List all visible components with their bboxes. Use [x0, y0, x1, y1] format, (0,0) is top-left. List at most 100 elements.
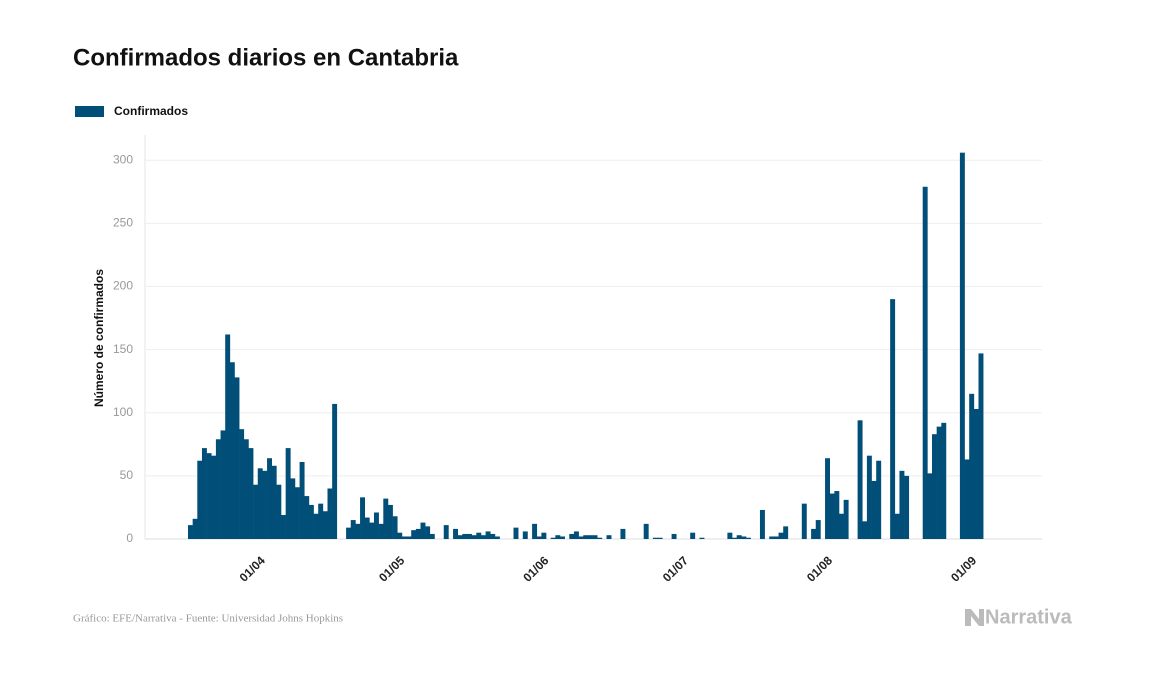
bar [360, 497, 365, 539]
bar [262, 470, 268, 539]
bar [471, 535, 477, 539]
bar [973, 408, 979, 539]
bar [936, 426, 942, 539]
bar [392, 516, 398, 539]
bar [871, 480, 877, 539]
bar [964, 459, 970, 539]
bar [294, 487, 300, 539]
bar [522, 531, 528, 539]
bar [290, 478, 296, 539]
x-tick-label: 01/05 [376, 553, 407, 584]
y-tick-label: 250 [113, 216, 133, 230]
bar [769, 536, 775, 539]
bar [550, 537, 556, 539]
y-tick-label: 150 [113, 342, 133, 356]
bar [248, 448, 254, 539]
bar [364, 517, 370, 539]
bar [839, 513, 844, 539]
bar [904, 475, 910, 539]
y-tick-label: 200 [113, 279, 133, 293]
bar [327, 488, 333, 539]
bar [532, 523, 538, 539]
bar [220, 430, 226, 539]
bar [346, 527, 352, 539]
bar [285, 448, 291, 539]
bar [583, 535, 589, 539]
bar [332, 403, 338, 539]
bar [490, 533, 496, 539]
bar [597, 537, 603, 539]
bar [239, 429, 245, 539]
bar [420, 522, 426, 539]
bar [783, 526, 789, 539]
bar [485, 531, 491, 539]
bar [732, 537, 737, 539]
bar [457, 535, 463, 539]
bar [197, 460, 203, 539]
bar [229, 362, 235, 539]
bar [932, 434, 937, 539]
bar [541, 532, 547, 539]
bar [211, 455, 217, 539]
bar [387, 504, 393, 539]
bar [425, 526, 431, 539]
bar [350, 520, 356, 539]
bar [494, 536, 500, 539]
bar [941, 422, 947, 539]
bar [811, 528, 817, 539]
bar [271, 465, 277, 539]
bar [857, 420, 863, 539]
bar [480, 535, 486, 539]
bar [969, 393, 975, 539]
bar [736, 535, 742, 539]
bar [778, 532, 784, 539]
bar [727, 532, 733, 539]
bar [741, 536, 747, 539]
bar [843, 499, 849, 539]
bar [276, 484, 282, 539]
bar [243, 439, 249, 539]
bar [453, 528, 458, 539]
bar [773, 536, 779, 539]
bar [699, 537, 705, 539]
source: Gráfico: EFE/Narrativa - Fuente: Univers… [73, 613, 343, 625]
brand: Narrativa [985, 606, 1073, 628]
bar [829, 493, 835, 539]
bar [592, 535, 598, 539]
bar [374, 512, 379, 539]
bar [378, 523, 384, 539]
x-tick-label: 01/09 [948, 553, 979, 584]
bar [215, 439, 221, 539]
bar [834, 491, 840, 539]
bar [815, 520, 821, 539]
bar [281, 515, 286, 539]
bar [383, 498, 389, 539]
bar [643, 523, 649, 539]
bar [415, 528, 421, 539]
bar [401, 536, 407, 539]
bar [922, 186, 928, 539]
x-tick-label: 01/04 [237, 553, 268, 584]
bar [234, 377, 240, 539]
bar [862, 521, 868, 539]
legend-label: Confirmados [114, 104, 188, 118]
y-tick-label: 300 [113, 152, 133, 166]
bar [759, 509, 765, 539]
bar [746, 537, 751, 539]
bar [560, 536, 565, 539]
bar [801, 503, 807, 539]
bar [657, 537, 663, 539]
bar [443, 525, 449, 539]
bar [606, 535, 612, 539]
bar [253, 484, 259, 539]
bar [620, 528, 626, 539]
bar [267, 458, 272, 539]
bar [313, 513, 319, 539]
bar [308, 504, 314, 539]
bar [866, 455, 872, 539]
bar [671, 533, 677, 539]
bar [429, 533, 435, 539]
bar [555, 535, 561, 539]
bar [322, 511, 328, 539]
bar [978, 353, 984, 539]
